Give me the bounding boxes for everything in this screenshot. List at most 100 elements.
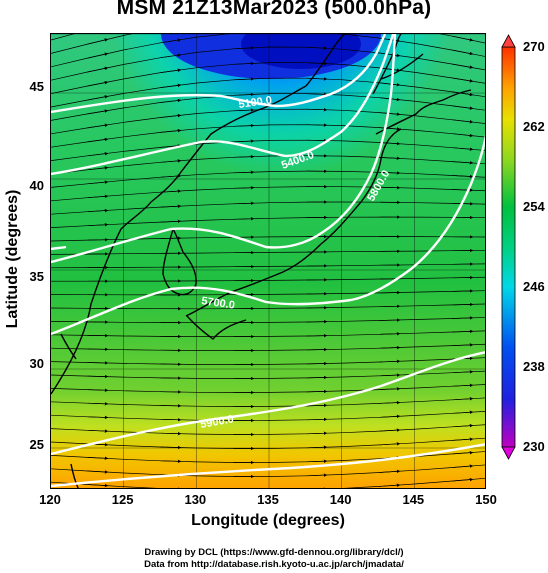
colorbar-tick-label: 270 (523, 39, 545, 54)
wind-arrow (233, 170, 255, 174)
wind-arrow (379, 359, 401, 364)
wind-arrow (87, 402, 109, 406)
wind-arrow (160, 459, 182, 464)
streamline (51, 201, 485, 215)
streamline (51, 317, 485, 324)
wind-arrow (452, 437, 474, 441)
wind-arrow (379, 318, 401, 322)
wind-arrow (87, 429, 109, 433)
height-contour (51, 133, 485, 336)
y-axis-label: Latitude (degrees) (4, 189, 21, 329)
wind-arrow (160, 83, 182, 88)
streamline (51, 303, 485, 310)
wind-arrow (452, 49, 474, 56)
wind-arrow (379, 112, 401, 116)
coastline (375, 89, 472, 135)
wind-arrow (306, 46, 328, 50)
wind-arrow (452, 450, 474, 455)
wind-arrow (379, 67, 401, 72)
wind-arrow (452, 133, 474, 138)
streamline (51, 276, 485, 282)
credit-drawing: Drawing by DCL (https://www.gfd-dennou.o… (144, 547, 404, 558)
wind-arrow (379, 185, 401, 190)
wind-arrow (379, 387, 401, 391)
wind-arrow (379, 442, 401, 446)
credit-data: Data from http://database.rish.kyoto-u.a… (144, 559, 404, 570)
wind-arrow (452, 161, 474, 165)
streamline (51, 62, 485, 94)
wind-arrow (160, 431, 182, 436)
colorbar-tick-label: 254 (523, 199, 545, 214)
wind-arrow (452, 289, 474, 293)
y-tick-label: 25 (29, 437, 44, 452)
wind-arrow (233, 77, 255, 81)
wind-arrow (306, 403, 328, 408)
wind-arrow (177, 487, 182, 488)
contour-label: 5700.0 (201, 295, 236, 312)
wind-arrow (87, 95, 109, 101)
wind-arrow (306, 77, 328, 81)
chart-title: MSM 21Z13Mar2023 (500.0hPa) (116, 0, 432, 19)
x-tick-label: 145 (402, 492, 425, 507)
wind-arrow (379, 414, 401, 419)
coastline (70, 463, 79, 488)
y-tick-label: 30 (29, 356, 44, 371)
height-contour (51, 443, 485, 488)
wind-arrow (87, 223, 109, 227)
wind-arrow (160, 219, 182, 224)
wind-arrow (306, 473, 328, 477)
y-tick-label: 45 (29, 79, 44, 94)
streamline (51, 93, 485, 121)
wind-arrow (452, 105, 474, 110)
wind-arrow (87, 194, 109, 199)
wind-arrow (452, 91, 474, 97)
wind-arrow (160, 68, 182, 73)
streamline (51, 46, 485, 81)
streamline (51, 464, 485, 477)
wind-arrow (87, 137, 109, 143)
streamline (51, 124, 485, 148)
wind-arrow (87, 66, 109, 73)
wind-arrow (233, 201, 255, 206)
streamline (51, 139, 485, 161)
wind-arrow (452, 119, 474, 124)
coastline (60, 333, 77, 360)
wind-arrow (160, 113, 182, 118)
wind-arrow (452, 383, 474, 388)
wind-arrow (452, 343, 474, 347)
colorbar (501, 34, 516, 460)
contour-label: 5900.0 (199, 413, 234, 431)
wind-arrow (379, 345, 401, 350)
streamline (51, 437, 485, 449)
wind-arrow (233, 139, 255, 143)
streamline (51, 343, 485, 351)
x-tick-label: 120 (39, 492, 61, 507)
y-tick-label: 35 (29, 269, 44, 284)
wind-arrow (379, 428, 401, 432)
wind-arrow (452, 464, 474, 468)
x-tick-label: 125 (111, 492, 134, 507)
wind-arrow (379, 373, 401, 377)
wind-arrow (87, 208, 109, 213)
wind-arrow (160, 445, 182, 450)
wind-arrow (87, 166, 109, 171)
streamline (51, 236, 485, 242)
streamlines (51, 34, 485, 488)
wind-arrow (306, 107, 328, 112)
streamline (51, 397, 485, 407)
wind-arrow (379, 127, 401, 131)
wind-arrow (379, 52, 401, 58)
wind-arrow (306, 445, 328, 449)
height-contour (51, 245, 67, 251)
wind-arrow (452, 316, 474, 320)
wind-arrow (452, 410, 474, 415)
wind-arrow (233, 217, 255, 221)
streamline (51, 330, 485, 337)
wind-arrow (452, 63, 474, 69)
wind-arrow (160, 417, 182, 422)
coastline (305, 34, 347, 87)
wind-arrow (306, 417, 328, 422)
wind-arrow (87, 415, 109, 420)
streamline (51, 108, 485, 135)
streamline (51, 477, 485, 488)
